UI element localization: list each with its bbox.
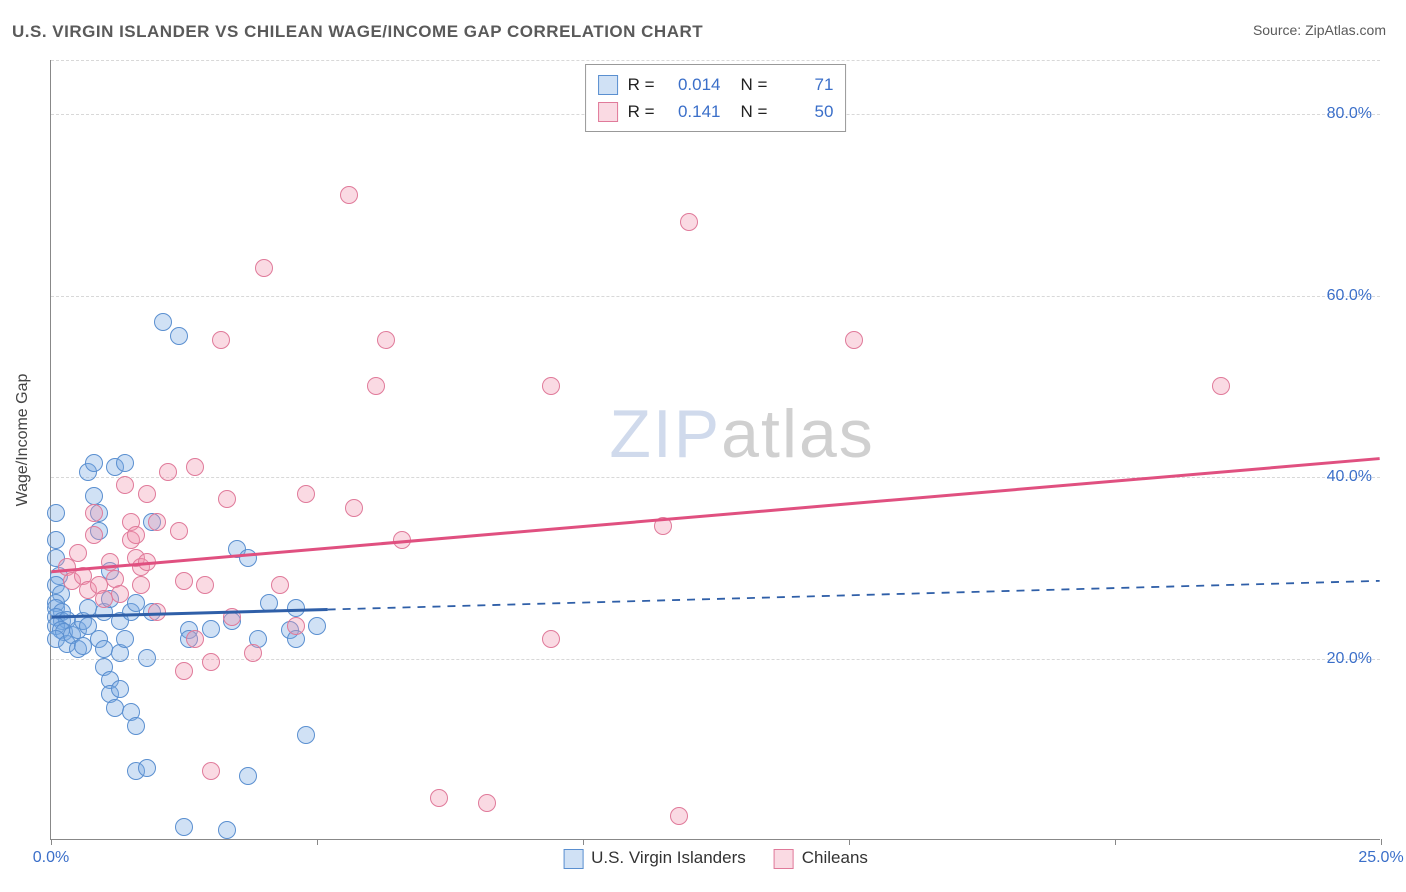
trend-line-chilean xyxy=(51,459,1379,572)
legend-swatch-usvi xyxy=(598,75,618,95)
x-tick-label: 25.0% xyxy=(1358,849,1403,867)
x-tick-mark xyxy=(1115,839,1116,845)
x-tick-mark xyxy=(317,839,318,845)
x-tick-mark xyxy=(51,839,52,845)
trend-lines xyxy=(51,60,1380,839)
legend-n-label: N = xyxy=(741,71,768,98)
y-axis-label: Wage/Income Gap xyxy=(14,374,32,507)
legend-series-usvi: U.S. Virgin Islanders xyxy=(563,848,746,869)
legend-r-label: R = xyxy=(628,71,655,98)
legend-r-value: 0.014 xyxy=(665,71,721,98)
legend-n-label: N = xyxy=(741,98,768,125)
legend-swatch-usvi xyxy=(563,849,583,869)
legend-r-value: 0.141 xyxy=(665,98,721,125)
legend-correlation: R = 0.014 N = 71 R = 0.141 N = 50 xyxy=(585,64,847,132)
legend-n-value: 71 xyxy=(777,71,833,98)
trend-line-usvi-solid xyxy=(51,610,327,618)
legend-series-label: Chileans xyxy=(802,848,868,867)
x-tick-mark xyxy=(849,839,850,845)
legend-r-label: R = xyxy=(628,98,655,125)
x-tick-mark xyxy=(583,839,584,845)
legend-corr-row-usvi: R = 0.014 N = 71 xyxy=(598,71,834,98)
x-tick-mark xyxy=(1381,839,1382,845)
legend-n-value: 50 xyxy=(777,98,833,125)
plot-area: ZIPatlas R =0.014N =71R =0.141N =50 U.S.… xyxy=(50,60,1380,840)
x-tick-label: 0.0% xyxy=(33,849,69,867)
source-label: Source: ZipAtlas.com xyxy=(1253,22,1386,38)
chart-container: U.S. VIRGIN ISLANDER VS CHILEAN WAGE/INC… xyxy=(0,0,1406,892)
legend-swatch-chilean xyxy=(774,849,794,869)
legend-series: U.S. Virgin Islanders Chileans xyxy=(563,848,868,869)
chart-title: U.S. VIRGIN ISLANDER VS CHILEAN WAGE/INC… xyxy=(12,22,703,42)
legend-series-chilean: Chileans xyxy=(774,848,868,869)
legend-swatch-chilean xyxy=(598,102,618,122)
legend-series-label: U.S. Virgin Islanders xyxy=(591,848,746,867)
trend-line-usvi-dashed xyxy=(328,581,1380,610)
legend-corr-row-chilean: R = 0.141 N = 50 xyxy=(598,98,834,125)
